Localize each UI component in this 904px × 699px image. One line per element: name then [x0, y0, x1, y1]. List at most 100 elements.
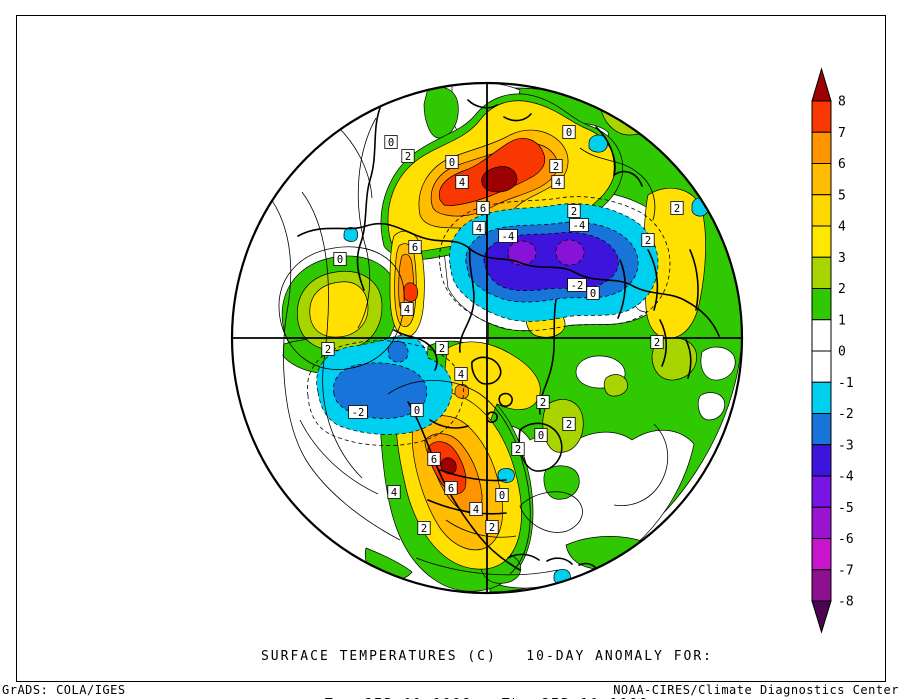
- coast-caspian: [659, 319, 692, 379]
- contour-label: 2: [405, 151, 411, 163]
- colorbar-segment: [811, 319, 832, 352]
- colorbar-tick-label: -4: [838, 470, 854, 485]
- map-region-yellow-left-oval: [309, 281, 369, 338]
- colorbar-segment: [811, 381, 832, 414]
- contour-label: 4: [458, 369, 464, 381]
- contour-label-box: [444, 481, 458, 495]
- colorbar-segment: [811, 225, 832, 258]
- coast-na-border-2: [427, 499, 507, 515]
- colorbar-tick-label: -5: [838, 501, 854, 516]
- contour-label-box: [387, 485, 401, 499]
- plot-frame-border: [16, 15, 886, 682]
- contour-label-box: [408, 240, 422, 254]
- contour-label: -2: [571, 280, 584, 292]
- map-contour-lines: [255, 117, 671, 576]
- contour-label-box: [650, 335, 664, 349]
- contour-label: 4: [404, 304, 410, 316]
- colorbar-legend: 8 7 6 5 4 3 2 1 0 -1 -2 -3 -4 -5 -6 -7 -8: [811, 67, 854, 634]
- contour-label: 6: [431, 454, 437, 466]
- contour-label: 0: [499, 490, 505, 502]
- colorbar-segment: [811, 475, 832, 508]
- contour-label: 0: [414, 405, 420, 417]
- map-region-green-top-left-patch: [423, 86, 459, 139]
- contour-label: 6: [412, 242, 418, 254]
- contour-label-box: [469, 502, 483, 516]
- coast-asia-borders: [617, 249, 699, 319]
- map-region-blue-pacific: [333, 362, 428, 419]
- colorbar-segment: [811, 444, 832, 477]
- colorbar-segment: [811, 256, 832, 289]
- contour-label-box: [472, 221, 486, 235]
- colorbar-tick-label: -6: [838, 532, 854, 547]
- grads-attribution: GrADS: COLA/IGES: [2, 683, 126, 697]
- contour-c-bottom-arc: [415, 557, 559, 576]
- contour-label-box: [511, 442, 525, 456]
- contour-label-box: [562, 417, 576, 431]
- contour-label: -4: [573, 220, 586, 232]
- coast-bering: [393, 329, 438, 371]
- colorbar-tick-label: 2: [838, 282, 846, 297]
- contour-c-left-arc-1: [255, 181, 401, 541]
- contour-label-box: [321, 342, 335, 356]
- contour-label-box: [454, 367, 468, 381]
- contour-c-left-oval-outline: [278, 246, 405, 370]
- coast-na-west: [407, 401, 521, 571]
- contour-label: 2: [566, 419, 572, 431]
- colorbar-tick-label: -7: [838, 563, 854, 578]
- contour-label-box: [670, 201, 684, 215]
- contour-label-box: [485, 520, 499, 534]
- colorbar-segment: [811, 350, 832, 383]
- contour-label-box: [498, 229, 518, 243]
- contour-label: 0: [566, 127, 572, 139]
- contour-c-topright-wiggle: [579, 147, 656, 221]
- contour-label: -4: [502, 231, 515, 243]
- coast-svalbard: [467, 99, 532, 122]
- map-plot-area: [232, 83, 742, 593]
- colorbar-segment: [811, 288, 832, 321]
- contour-label-box: [551, 175, 565, 189]
- contour-label-box: [562, 125, 576, 139]
- map-circle-outline: [230, 81, 744, 595]
- map-region-cyan-spot-left: [343, 227, 359, 242]
- plot-title: SURFACE TEMPERATURES (C) 10-DAY ANOMALY …: [70, 617, 904, 699]
- coast-scandinavia: [595, 126, 643, 187]
- colorbar-segment: [811, 100, 832, 133]
- map-region-darkred-top: [481, 166, 518, 193]
- colorbar-segment: [811, 538, 832, 571]
- contour-label: 2: [325, 344, 331, 356]
- colorbar-segment: [811, 163, 832, 196]
- contour-label: 4: [473, 504, 479, 516]
- contour-label-box: [384, 135, 398, 149]
- colorbar-segment: [811, 506, 832, 539]
- contour-label-box: [348, 405, 368, 419]
- map-region-orange-center-dot: [454, 384, 470, 399]
- contour-c-left-arc-2: [301, 191, 363, 479]
- coast-eurasia-arctic: [297, 222, 720, 337]
- contour-label: 0: [538, 430, 544, 442]
- contour-label: 4: [391, 487, 397, 499]
- contour-label: 0: [388, 137, 394, 149]
- map-region-blue-bering-dot: [387, 340, 409, 363]
- contour-label-box: [445, 155, 459, 169]
- colorbar-tick-label: 1: [838, 313, 846, 328]
- contour-c-gulf-arc: [445, 519, 517, 538]
- plot-title-line1: SURFACE TEMPERATURES (C) 10-DAY ANOMALY …: [260, 649, 714, 664]
- contour-label-box: [435, 341, 449, 355]
- contour-label: 0: [590, 288, 596, 300]
- contour-label: 0: [449, 157, 455, 169]
- colorbar-segment: [811, 413, 832, 446]
- coast-alaska-border: [429, 419, 469, 429]
- contour-label-box: [401, 149, 415, 163]
- contour-label-box: [427, 452, 441, 466]
- contour-c-left-lower-arc: [299, 419, 379, 495]
- colorbar-tick-label: -1: [838, 376, 854, 391]
- colorbar-segment: [811, 194, 832, 227]
- contour-label-box: [569, 218, 589, 232]
- contour-label: 2: [571, 206, 577, 218]
- contour-label: -2: [352, 407, 365, 419]
- map-region-white-hole-4: [697, 392, 726, 421]
- colorbar-tick-label: 7: [838, 126, 846, 141]
- contour-label-box: [549, 159, 563, 173]
